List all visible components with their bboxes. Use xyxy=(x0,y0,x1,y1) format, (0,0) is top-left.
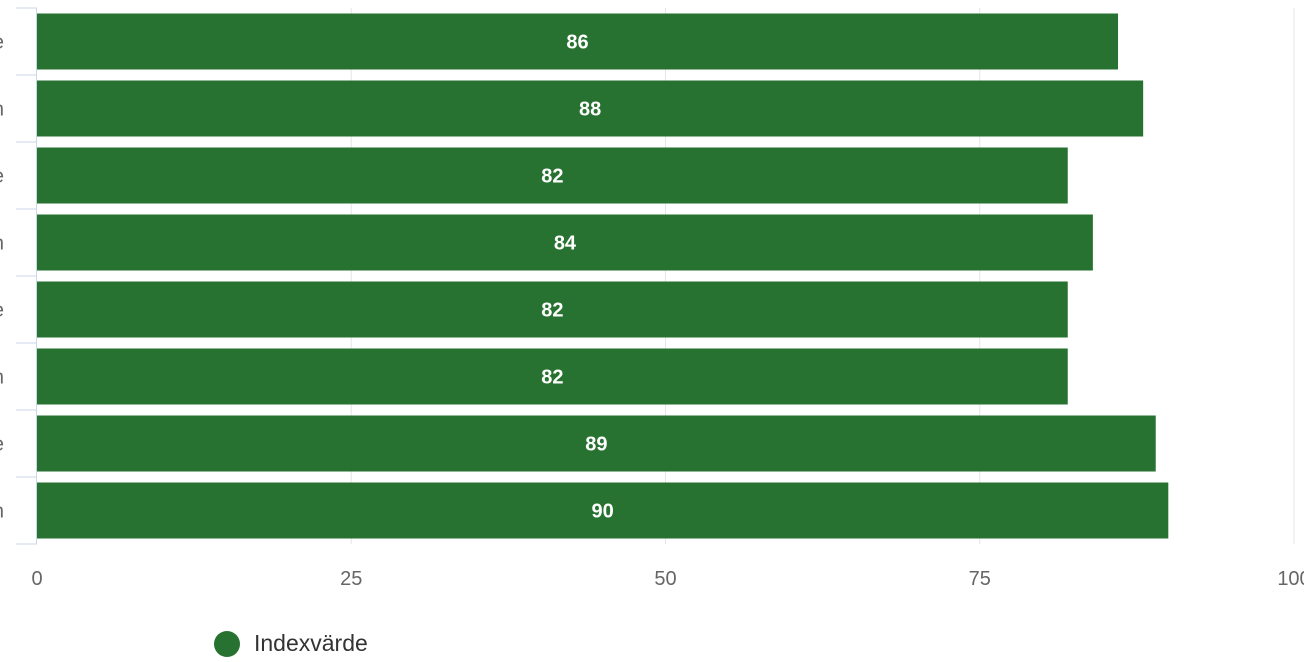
bar-value-label: 84 xyxy=(554,233,577,255)
category-label: e xyxy=(0,32,4,54)
bars: 86 88 82 84 82 82 89 90 xyxy=(37,13,1169,539)
bar[interactable] xyxy=(37,214,1093,271)
bar-value-label: 82 xyxy=(541,367,563,389)
bar[interactable] xyxy=(37,147,1068,204)
category-label: e xyxy=(0,434,4,456)
category-label: n xyxy=(0,233,4,255)
x-tick-label: 75 xyxy=(969,568,991,590)
bar[interactable] xyxy=(37,482,1169,539)
legend-swatch xyxy=(214,630,240,657)
bar[interactable] xyxy=(37,80,1144,137)
category-label: n xyxy=(0,99,4,121)
bar-value-label: 88 xyxy=(579,99,601,121)
category-label: n xyxy=(0,501,4,523)
x-tick-label: 100 xyxy=(1277,568,1304,590)
value-axis: 0 25 50 75 100 xyxy=(31,568,1304,590)
category-label: e xyxy=(0,166,4,188)
bar-value-label: 82 xyxy=(541,166,563,188)
x-tick-label: 25 xyxy=(340,568,362,590)
bar-value-label: 89 xyxy=(585,434,607,456)
bar[interactable] xyxy=(37,281,1068,338)
legend[interactable]: Indexvärde xyxy=(214,630,368,657)
bar-value-label: 90 xyxy=(592,501,614,523)
category-label: e xyxy=(0,300,4,322)
category-label: n xyxy=(0,367,4,389)
x-tick-label: 50 xyxy=(654,568,676,590)
bar[interactable] xyxy=(37,415,1156,472)
bar-value-label: 82 xyxy=(541,300,563,322)
category-axis: e n e n e n e n xyxy=(0,7,37,545)
bar[interactable] xyxy=(37,348,1068,405)
bar[interactable] xyxy=(37,13,1119,70)
bar-value-label: 86 xyxy=(566,32,588,54)
x-tick-label: 0 xyxy=(31,568,42,590)
legend-label: Indexvärde xyxy=(254,630,368,656)
